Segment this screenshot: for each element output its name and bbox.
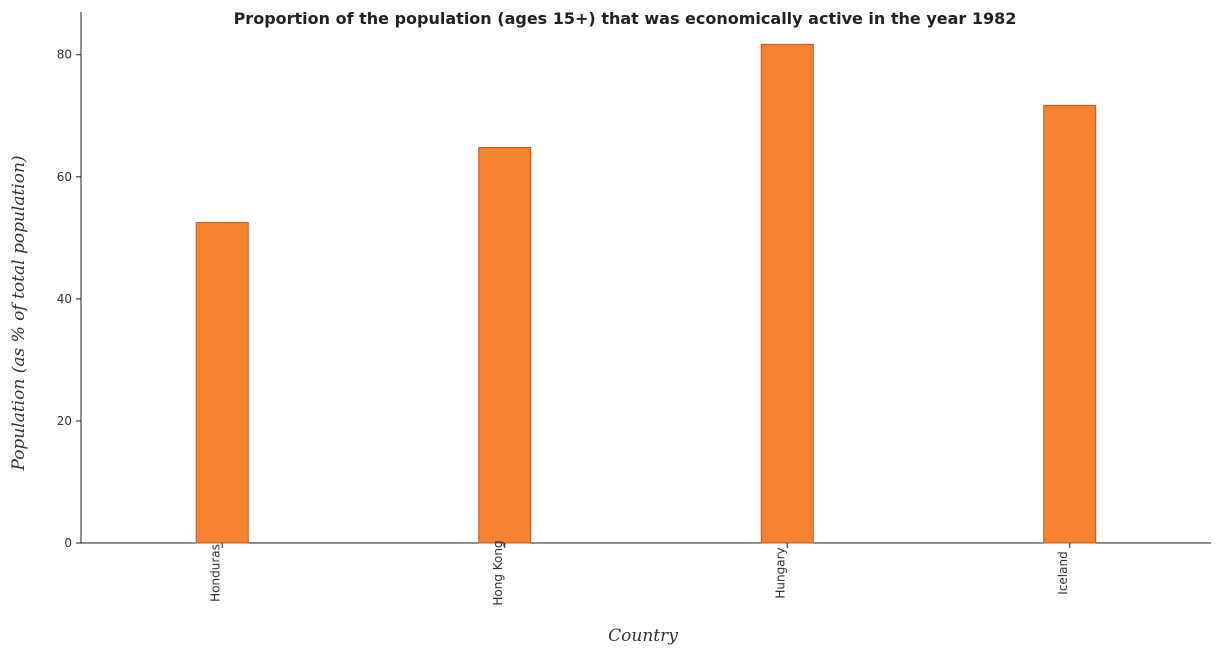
- y-axis-label: Population (as % of total population): [9, 155, 29, 471]
- y-tick-label: 40: [57, 292, 72, 306]
- bar-hong-kong: [478, 146, 532, 544]
- x-tick-label: Iceland: [1056, 551, 1070, 594]
- plot-area: 0 20 40 60 80 Honduras Hong Kong Hungary Iceland: [57, 12, 1211, 606]
- y-tick-label: 0: [64, 536, 72, 550]
- chart-title: Proportion of the population (ages 15+) …: [234, 9, 1017, 28]
- y-tick-label: 20: [57, 414, 72, 428]
- x-axis-label: Country: [608, 626, 678, 646]
- y-tick-label: 60: [57, 170, 72, 184]
- bar-honduras: [195, 222, 249, 544]
- x-tick-label: Hungary: [773, 547, 787, 598]
- bar-hungary: [760, 43, 814, 544]
- x-tick-label: Hong Kong: [491, 540, 505, 605]
- bar-iceland: [1043, 104, 1097, 544]
- x-tick-label: Honduras: [208, 544, 222, 602]
- y-tick-label: 80: [57, 48, 72, 62]
